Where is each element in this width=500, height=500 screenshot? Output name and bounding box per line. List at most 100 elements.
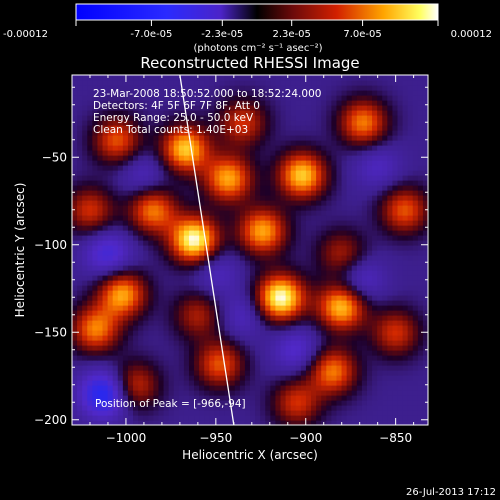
- heatmap-cell: [194, 250, 200, 256]
- heatmap-cell: [148, 105, 154, 111]
- heatmap-cell: [316, 315, 322, 321]
- heatmap-cell: [219, 170, 226, 176]
- heatmap-cell: [392, 400, 399, 406]
- heatmap-cell: [112, 135, 119, 141]
- heatmap-cell: [229, 200, 236, 206]
- heatmap-cell: [122, 205, 129, 211]
- heatmap-cell: [92, 265, 99, 271]
- heatmap-cell: [361, 295, 368, 301]
- heatmap-cell: [387, 195, 393, 201]
- heatmap-cell: [290, 95, 297, 101]
- heatmap-cell: [305, 215, 312, 221]
- heatmap-cell: [234, 125, 241, 131]
- heatmap-cell: [102, 100, 109, 106]
- heatmap-cell: [77, 220, 83, 226]
- heatmap-cell: [316, 350, 322, 356]
- heatmap-cell: [239, 210, 246, 216]
- heatmap-cell: [321, 295, 327, 301]
- heatmap-cell: [275, 205, 282, 211]
- heatmap-cell: [250, 215, 256, 221]
- heatmap-cell: [356, 170, 363, 176]
- heatmap-cell: [260, 300, 266, 306]
- heatmap-cell: [199, 225, 205, 231]
- heatmap-cell: [331, 115, 338, 121]
- heatmap-cell: [300, 420, 307, 425]
- heatmap-cell: [336, 160, 343, 166]
- heatmap-cell: [153, 170, 160, 176]
- heatmap-cell: [244, 140, 251, 146]
- heatmap-cell: [92, 275, 99, 281]
- heatmap-cell: [417, 140, 424, 146]
- heatmap-cell: [209, 155, 215, 161]
- heatmap-cell: [311, 395, 317, 401]
- heatmap-cell: [239, 135, 246, 141]
- heatmap-cell: [244, 235, 251, 241]
- heatmap-cell: [244, 195, 251, 201]
- heatmap-cell: [239, 340, 246, 346]
- heatmap-cell: [336, 350, 343, 356]
- heatmap-cell: [229, 260, 236, 266]
- heatmap-cell: [382, 270, 388, 276]
- heatmap-cell: [148, 375, 154, 381]
- heatmap-cell: [127, 130, 134, 136]
- heatmap-cell: [351, 310, 358, 316]
- heatmap-cell: [219, 185, 226, 191]
- heatmap-cell: [326, 155, 332, 161]
- heatmap-cell: [153, 135, 160, 141]
- heatmap-cell: [311, 75, 317, 81]
- heatmap-cell: [351, 110, 358, 116]
- heatmap-cell: [194, 85, 200, 91]
- heatmap-cell: [229, 330, 236, 336]
- heatmap-cell: [265, 300, 271, 306]
- annotation-line: 23-Mar-2008 18:50:52.000 to 18:52:24.000: [93, 88, 321, 100]
- heatmap-cell: [143, 295, 149, 301]
- heatmap-cell: [372, 105, 378, 111]
- colorbar-tick-label: -2.3e-05: [201, 29, 243, 40]
- heatmap-cell: [209, 260, 215, 266]
- heatmap-cell: [366, 90, 373, 96]
- heatmap-cell: [316, 135, 322, 141]
- heatmap-cell: [321, 80, 327, 86]
- heatmap-cell: [82, 270, 88, 276]
- heatmap-cell: [397, 325, 404, 331]
- heatmap-cell: [260, 195, 266, 201]
- heatmap-cell: [275, 135, 282, 141]
- heatmap-cell: [326, 215, 332, 221]
- heatmap-cell: [382, 415, 388, 421]
- heatmap-cell: [72, 165, 78, 171]
- heatmap-cell: [387, 325, 393, 331]
- heatmap-cell: [397, 90, 404, 96]
- heatmap-cell: [377, 270, 383, 276]
- heatmap-cell: [153, 400, 160, 406]
- heatmap-cell: [133, 310, 139, 316]
- heatmap-cell: [255, 200, 261, 206]
- heatmap-cell: [300, 410, 307, 416]
- heatmap-cell: [183, 245, 190, 251]
- heatmap-cell: [153, 365, 160, 371]
- heatmap-cell: [351, 215, 358, 221]
- heatmap-cell: [194, 260, 200, 266]
- heatmap-cell: [316, 95, 322, 101]
- heatmap-cell: [407, 115, 414, 121]
- heatmap-cell: [351, 220, 358, 226]
- heatmap-cell: [316, 405, 322, 411]
- heatmap-cell: [295, 305, 302, 311]
- heatmap-cell: [97, 100, 104, 106]
- heatmap-cell: [290, 405, 297, 411]
- heatmap-cell: [204, 280, 210, 286]
- heatmap-cell: [331, 225, 338, 231]
- heatmap-cell: [82, 300, 88, 306]
- heatmap-cell: [107, 95, 114, 101]
- heatmap-cell: [219, 340, 226, 346]
- heatmap-cell: [260, 165, 266, 171]
- heatmap-cell: [102, 130, 109, 136]
- heatmap-cell: [346, 290, 353, 296]
- heatmap-cell: [117, 135, 124, 141]
- heatmap-cell: [392, 140, 399, 146]
- heatmap-cell: [229, 370, 236, 376]
- heatmap-cell: [224, 355, 231, 361]
- heatmap-cell: [377, 345, 383, 351]
- heatmap-cell: [255, 140, 261, 146]
- heatmap-cell: [397, 155, 404, 161]
- heatmap-cell: [112, 215, 119, 221]
